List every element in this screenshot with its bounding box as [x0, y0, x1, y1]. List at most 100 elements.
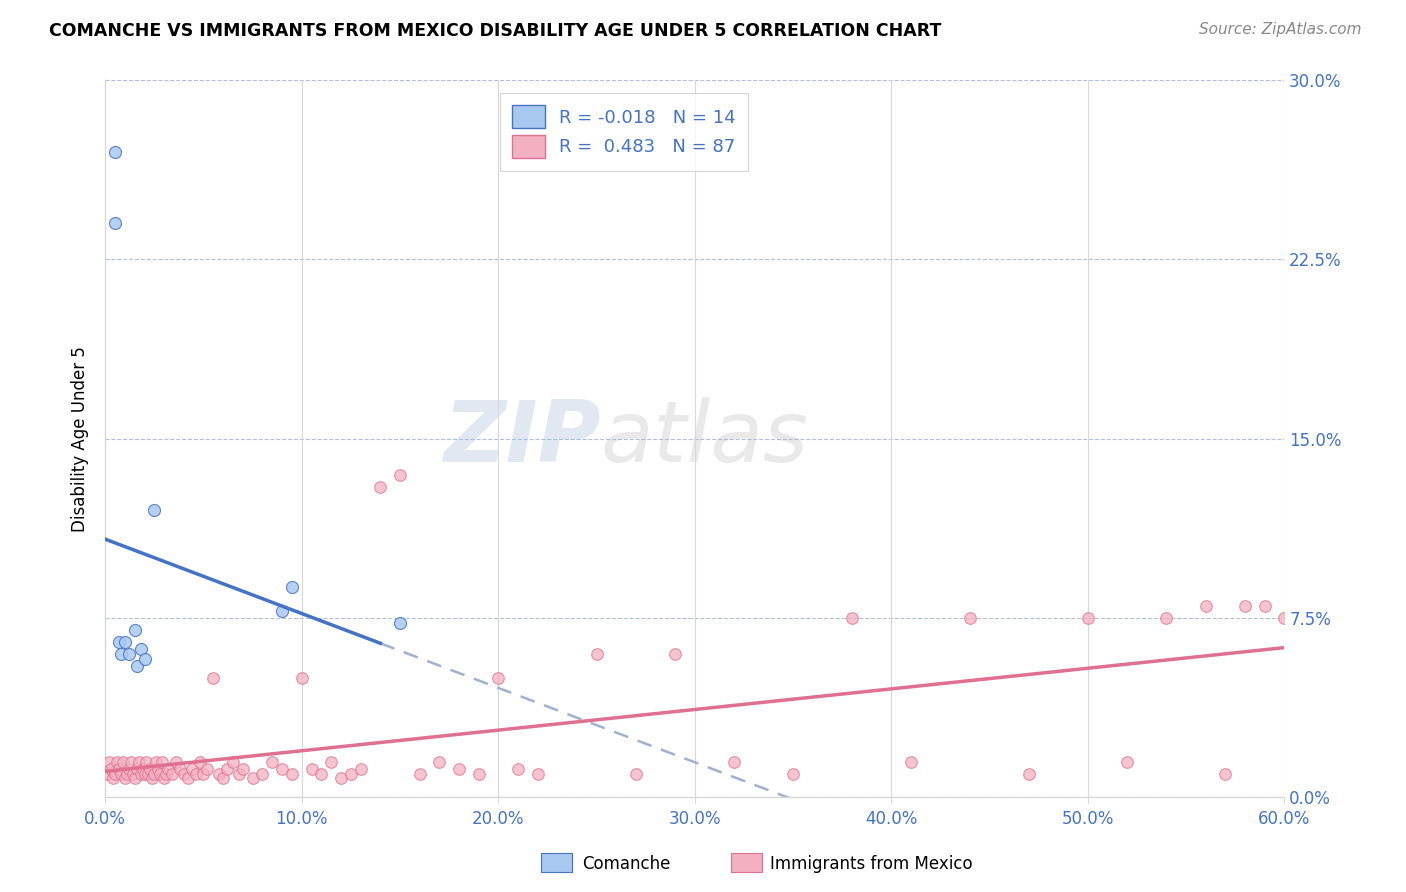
Point: [959, 611, 981, 625]
Point: [150, 755, 173, 769]
Point: [184, 766, 207, 780]
Point: [212, 772, 235, 786]
Point: [169, 762, 191, 776]
Point: [149, 766, 172, 780]
Point: [321, 755, 343, 769]
Point: [624, 766, 647, 780]
Point: [153, 772, 176, 786]
Point: [108, 635, 131, 649]
Point: [180, 762, 202, 776]
Point: [388, 467, 411, 482]
Point: [110, 766, 132, 780]
Point: [1156, 611, 1178, 625]
Point: [157, 762, 180, 776]
Point: [121, 766, 143, 780]
Point: [281, 766, 304, 780]
Point: [486, 671, 509, 685]
Point: [129, 642, 152, 657]
Point: [98, 755, 121, 769]
Point: [1018, 766, 1040, 780]
Point: [124, 623, 146, 637]
Point: [215, 762, 238, 776]
Point: [111, 755, 134, 769]
Point: [202, 671, 225, 685]
Point: [104, 766, 127, 780]
Point: [1215, 766, 1237, 780]
Point: [101, 772, 124, 786]
Point: [252, 766, 274, 780]
Point: [1195, 599, 1218, 614]
Point: [134, 766, 156, 780]
Point: [124, 772, 146, 786]
Point: [1272, 611, 1295, 625]
Point: [100, 762, 122, 776]
Point: [131, 762, 153, 776]
Point: [128, 755, 150, 769]
Point: [110, 647, 132, 661]
Point: [143, 503, 166, 517]
Point: [145, 755, 167, 769]
Point: [105, 755, 128, 769]
Point: [585, 647, 607, 661]
Text: Immigrants from Mexico: Immigrants from Mexico: [770, 855, 973, 873]
Point: [177, 772, 200, 786]
Point: [506, 762, 529, 776]
Point: [208, 766, 231, 780]
Point: [291, 671, 314, 685]
Point: [526, 766, 548, 780]
Point: [271, 762, 294, 776]
Point: [188, 755, 211, 769]
Text: atlas: atlas: [600, 397, 808, 480]
Point: [388, 615, 411, 630]
Point: [173, 766, 195, 780]
Point: [165, 755, 187, 769]
Point: [467, 766, 489, 780]
Point: [114, 772, 136, 786]
Point: [232, 762, 254, 776]
Point: [104, 217, 127, 231]
Point: [104, 145, 127, 159]
Point: [841, 611, 863, 625]
Point: [129, 766, 152, 780]
Point: [108, 762, 131, 776]
Point: [141, 772, 163, 786]
Point: [723, 755, 745, 769]
Point: [125, 659, 148, 673]
Point: [370, 479, 392, 493]
Point: [311, 766, 333, 780]
Point: [193, 766, 215, 780]
Point: [135, 755, 157, 769]
Point: [1116, 755, 1139, 769]
Text: Comanche: Comanche: [582, 855, 671, 873]
Point: [900, 755, 922, 769]
Point: [143, 766, 166, 780]
Point: [148, 762, 170, 776]
Point: [115, 766, 138, 780]
Text: Source: ZipAtlas.com: Source: ZipAtlas.com: [1198, 22, 1361, 37]
Point: [222, 755, 245, 769]
Point: [330, 772, 353, 786]
Point: [96, 766, 118, 780]
Y-axis label: Disability Age Under 5: Disability Age Under 5: [72, 346, 89, 532]
Point: [281, 580, 304, 594]
Point: [160, 766, 183, 780]
Point: [228, 766, 250, 780]
Point: [350, 762, 373, 776]
Point: [120, 755, 142, 769]
Point: [1253, 599, 1275, 614]
Point: [447, 762, 470, 776]
Point: [139, 762, 162, 776]
Point: [197, 762, 219, 776]
Point: [262, 755, 284, 769]
Point: [1077, 611, 1099, 625]
Point: [664, 647, 686, 661]
Point: [340, 766, 363, 780]
Point: [118, 647, 141, 661]
Point: [1233, 599, 1256, 614]
Point: [408, 766, 430, 780]
Point: [114, 635, 136, 649]
Point: [242, 772, 264, 786]
Point: [271, 604, 294, 618]
Point: [427, 755, 450, 769]
Point: [301, 762, 323, 776]
